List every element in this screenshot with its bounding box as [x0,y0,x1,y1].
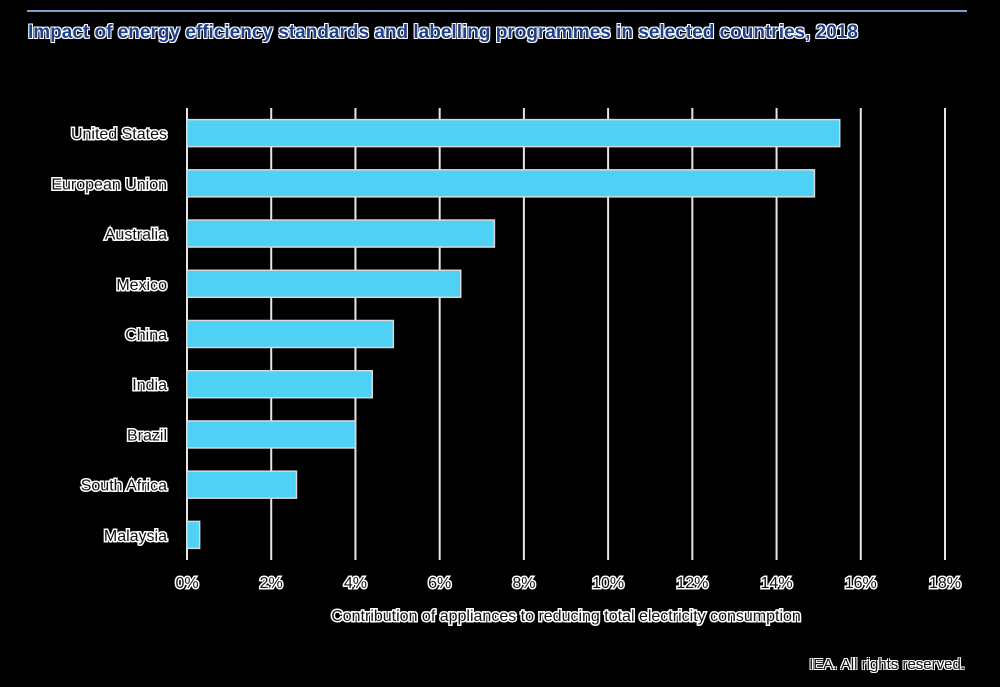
x-tick-labels: 0% 2% 4% 6% 8% 10% 12% 14% 16% 18% [174,574,963,594]
title-rule [27,10,967,12]
category-label: India [132,377,167,394]
category-label: Malaysia [104,528,167,545]
x-tick-label: 4% [344,575,367,592]
category-labels: United States European Union Australia Mexi… [50,125,169,547]
bars [186,118,841,550]
bar [186,118,841,148]
category-label: United States [71,126,167,143]
category-label: China [125,327,167,344]
bar [186,219,496,248]
bar [186,420,357,449]
x-tick-label: 12% [676,575,708,592]
category-label: South Africa [81,478,167,495]
category-label: Brazil [127,427,167,444]
bar [186,319,395,349]
x-tick-label: 18% [929,575,961,592]
x-tick-label: 8% [512,575,535,592]
x-tick-label: 16% [845,575,877,592]
bar [186,169,816,198]
x-tick-label: 14% [761,575,793,592]
bar [186,470,298,499]
bar [186,269,462,299]
chart-title: Impact of energy efficiency standards an… [28,22,858,43]
x-tick-label: 6% [428,575,451,592]
credit-text: IEA. All rights reserved. [809,656,965,673]
x-tick-label: 2% [260,575,283,592]
bar [186,520,201,550]
x-tick-label: 0% [175,575,198,592]
bar [186,369,374,399]
category-label: European Union [51,176,167,193]
category-label: Mexico [116,277,167,294]
category-label: Australia [105,227,167,244]
x-tick-label: 10% [592,575,624,592]
x-axis-title: Contribution of appliances to reducing t… [331,608,801,625]
